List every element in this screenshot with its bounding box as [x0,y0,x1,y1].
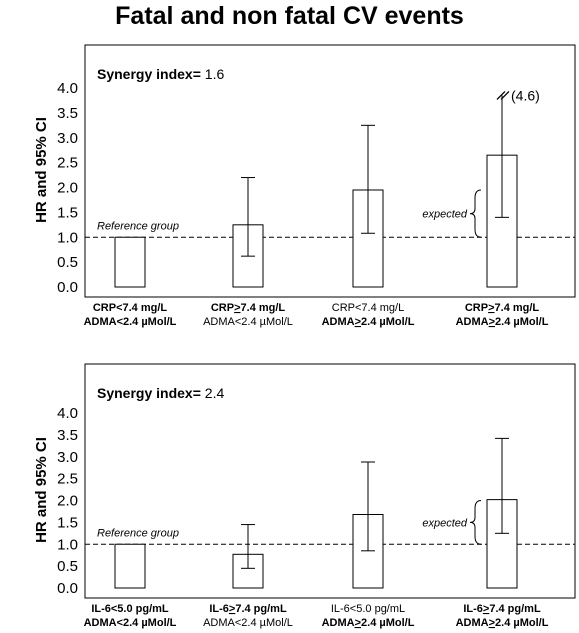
y-tick-label: 1.5 [57,204,78,221]
y-axis-label: HR and 95% CI [33,437,50,543]
x-category-label-line1: IL-6>7.4 pg/mL [209,603,287,615]
x-category-label-line1: CRP<7.4 mg/L [332,302,404,314]
y-axis-label: HR and 95% CI [33,117,50,223]
x-category-label-line2: ADMA>2.4 µMol/L [456,617,549,629]
out-of-range-value-label: (4.6) [511,87,540,103]
x-category-label-line2: ADMA<2.4 µMol/L [203,617,293,629]
y-tick-label: 1.0 [57,536,78,553]
bar [114,543,146,589]
y-tick-label: 0.0 [57,279,78,296]
y-tick-label: 2.5 [57,155,78,172]
axis-break-mark [496,91,506,100]
bar [114,236,146,288]
plot-frame [84,363,576,599]
reference-group-label: Reference group [97,527,179,539]
x-category-label-line1: CRP<7.4 mg/L [93,302,168,314]
y-tick-label: 3.5 [57,105,78,122]
x-category-label-line1: IL-6<5.0 pg/mL [91,603,169,615]
plot-frame [84,44,576,298]
y-tick-label: 3.0 [57,130,78,147]
figure-title: Fatal and non fatal CV events [115,2,464,30]
y-tick-label: 2.0 [57,180,78,197]
y-tick-label: 1.0 [57,229,78,246]
x-category-label-line1: IL-6>7.4 pg/mL [463,603,541,615]
axis-break-mark [500,91,510,100]
y-tick-label: 3.0 [57,449,78,466]
y-tick-label: 1.5 [57,514,78,531]
y-tick-label: 3.5 [57,427,78,444]
synergy-index-annotation: Synergy index= 2.4 [97,385,224,401]
x-category-label-line1: CRP>7.4 mg/L [465,302,540,314]
synergy-index-annotation: Synergy index= 1.6 [97,66,224,82]
expected-label: expected [422,209,468,221]
y-tick-label: 4.0 [57,80,78,97]
x-category-label-line2: ADMA>2.4 µMol/L [456,316,549,328]
x-category-label-line2: ADMA<2.4 µMol/L [84,617,177,629]
expected-brace [469,189,482,238]
y-tick-label: 4.0 [57,405,78,422]
y-tick-label: 0.5 [57,254,78,271]
y-tick-label: 2.5 [57,471,78,488]
x-category-label-line2: ADMA>2.4 µMol/L [322,316,415,328]
expected-label: expected [422,517,468,529]
reference-group-label: Reference group [97,220,179,232]
expected-brace [469,500,482,545]
x-category-label-line2: ADMA<2.4 µMol/L [203,316,293,328]
x-category-label-line2: ADMA>2.4 µMol/L [322,617,415,629]
x-category-label-line1: CRP>7.4 mg/L [211,302,286,314]
x-category-label-line2: ADMA<2.4 µMol/L [84,316,177,328]
y-tick-label: 0.5 [57,558,78,575]
y-tick-label: 2.0 [57,493,78,510]
y-tick-label: 0.0 [57,580,78,597]
x-category-label-line1: IL-6<5.0 pg/mL [331,603,405,615]
